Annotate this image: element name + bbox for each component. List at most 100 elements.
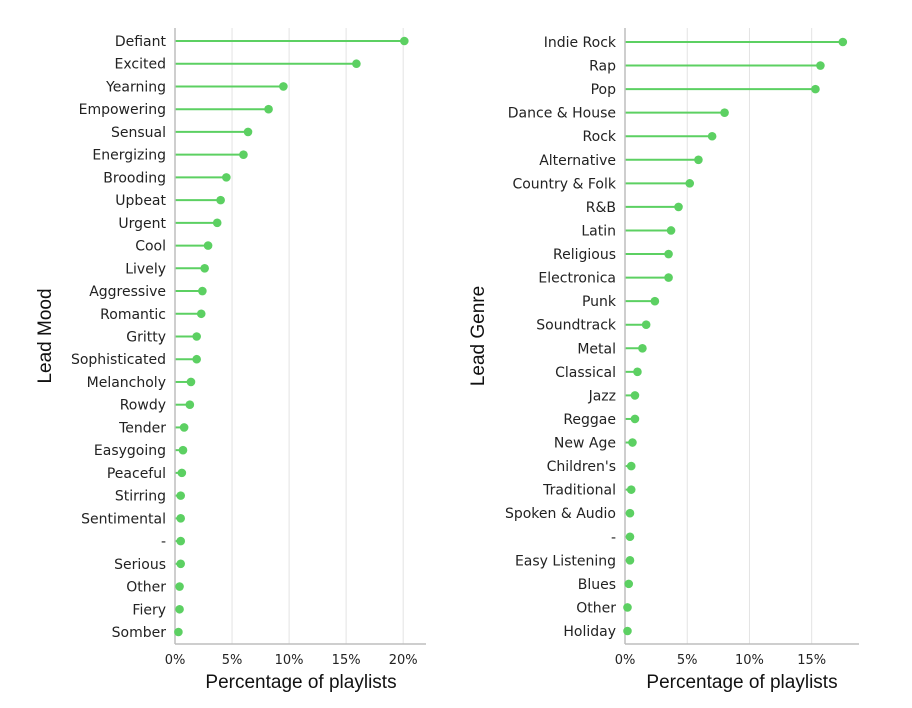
- genre-y-axis-title: Lead Genre: [468, 286, 489, 386]
- genre-category-label: Alternative: [539, 153, 616, 169]
- genre-dot: [664, 273, 673, 282]
- mood-category-label: Cool: [135, 239, 166, 255]
- mood-dot: [400, 36, 409, 46]
- mood-dot: [279, 82, 288, 91]
- mood-category-label: -: [161, 534, 166, 550]
- mood-category-label: Urgent: [118, 216, 166, 232]
- genre-x-tick-label: 15%: [797, 653, 826, 668]
- mood-dot: [200, 264, 209, 273]
- mood-dot: [186, 377, 196, 387]
- genre-category-label: R&B: [586, 200, 616, 216]
- mood-category-label: Serious: [114, 557, 166, 573]
- genre-dot: [630, 414, 640, 424]
- mood-category-label: Other: [126, 580, 166, 596]
- genre-dot: [811, 84, 820, 94]
- mood-dot: [178, 445, 188, 455]
- mood-category-label: Upbeat: [115, 193, 166, 209]
- mood-category-label: Yearning: [105, 79, 166, 95]
- genre-dot: [633, 367, 642, 377]
- mood-dot: [198, 286, 207, 296]
- mood-category-label: Easygoing: [94, 443, 166, 459]
- genre-category-label: Rock: [583, 129, 617, 145]
- genre-category-labels: Indie Rock Rap Pop Dance & House Rock Alterna…: [505, 35, 617, 640]
- genre-dot: [685, 179, 695, 188]
- genre-category-label: Punk: [582, 294, 617, 310]
- genre-dot: [720, 108, 729, 117]
- mood-category-labels: Defiant Excited Yearning Empowering Sensual E…: [71, 34, 167, 641]
- mood-category-label: Excited: [115, 57, 166, 73]
- mood-dot: [212, 218, 222, 228]
- mood-category-label: Rowdy: [120, 398, 166, 414]
- genre-stems: [625, 41, 843, 632]
- genre-category-label: Children's: [547, 459, 616, 475]
- genre-category-label: Country & Folk: [512, 176, 616, 192]
- mood-category-label: Stirring: [115, 489, 166, 505]
- genre-x-tick-label: 5%: [677, 653, 698, 668]
- mood-y-axis-title: Lead Mood: [35, 288, 56, 383]
- genre-tick-labels: 0% 5% 10% 15%: [615, 653, 826, 668]
- mood-category-label: Defiant: [115, 34, 167, 50]
- mood-category-label: Peaceful: [107, 466, 166, 482]
- mood-dot: [176, 536, 186, 546]
- mood-x-tick-label: 0%: [165, 653, 186, 668]
- genre-dot: [650, 296, 660, 306]
- mood-x-axis-title: Percentage of playlists: [205, 672, 396, 693]
- mood-dot: [175, 604, 184, 614]
- mood-dot: [177, 468, 187, 478]
- mood-dot: [174, 627, 183, 637]
- mood-dot: [185, 400, 195, 409]
- mood-dot: [352, 59, 361, 69]
- genre-dot: [664, 249, 673, 259]
- genre-dot: [638, 343, 647, 353]
- genre-dot: [626, 461, 636, 471]
- mood-dot: [222, 173, 231, 182]
- genre-dot: [625, 556, 635, 565]
- mood-category-label: Somber: [112, 625, 167, 641]
- genre-dot: [624, 579, 634, 589]
- mood-chart-panel: Defiant Excited Yearning Empowering Sensual E…: [35, 28, 426, 693]
- mood-category-label: Sensual: [111, 125, 166, 141]
- mood-category-label: Gritty: [126, 330, 166, 346]
- genre-dot: [666, 226, 676, 235]
- genre-dot: [626, 485, 636, 494]
- mood-dot: [176, 491, 186, 500]
- genre-category-label: -: [611, 530, 616, 546]
- genre-category-label: Holiday: [563, 624, 616, 640]
- genre-dot: [625, 532, 635, 542]
- genre-dot: [623, 603, 632, 612]
- genre-category-label: Spoken & Audio: [505, 506, 616, 522]
- genre-category-label: Dance & House: [508, 106, 616, 122]
- mood-category-label: Romantic: [100, 307, 166, 323]
- genre-category-label: Soundtrack: [536, 318, 617, 334]
- genre-category-label: Traditional: [542, 483, 616, 499]
- genre-dots: [623, 37, 848, 636]
- genre-category-label: Indie Rock: [544, 35, 617, 51]
- mood-dot: [176, 559, 186, 569]
- genre-category-label: Latin: [581, 223, 616, 239]
- mood-category-label: Energizing: [92, 148, 166, 164]
- genre-gridlines: [686, 28, 813, 644]
- genre-category-label: Classical: [555, 365, 616, 381]
- genre-dot: [707, 131, 717, 141]
- mood-category-label: Tender: [118, 420, 166, 436]
- genre-dot: [838, 37, 848, 47]
- mood-axes: [174, 28, 426, 645]
- genre-category-label: Religious: [553, 247, 616, 263]
- genre-dot: [625, 508, 635, 518]
- genre-dot: [630, 391, 640, 400]
- mood-dot: [239, 150, 248, 159]
- genre-category-label: Blues: [578, 577, 616, 593]
- mood-x-tick-label: 5%: [222, 653, 243, 668]
- genre-category-label: Metal: [577, 341, 616, 357]
- genre-dot: [816, 61, 825, 70]
- genre-dot: [623, 626, 632, 636]
- mood-dot: [192, 332, 201, 341]
- mood-x-tick-label: 15%: [332, 653, 361, 668]
- mood-category-label: Fiery: [132, 602, 166, 618]
- mood-dot: [196, 309, 206, 319]
- mood-gridlines: [231, 28, 404, 644]
- mood-dot: [175, 582, 184, 591]
- genre-category-label: Rap: [589, 59, 616, 75]
- mood-tick-labels: 0% 5% 10% 15% 20%: [165, 653, 418, 668]
